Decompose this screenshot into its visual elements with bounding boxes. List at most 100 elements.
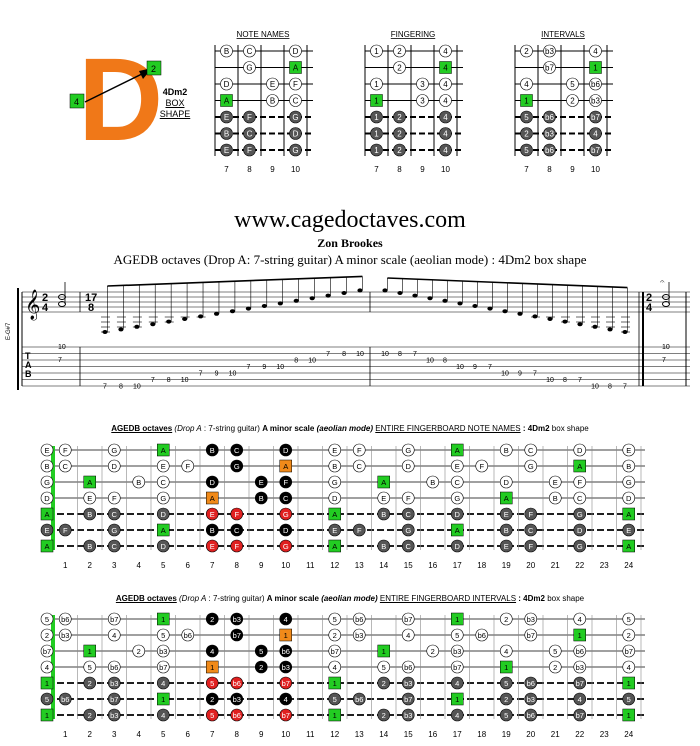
note-marker	[401, 507, 415, 521]
note-marker	[450, 676, 464, 690]
note-label: F	[234, 510, 239, 519]
note-label: G	[111, 526, 117, 535]
note-label: 1	[284, 631, 288, 640]
note-label: F	[406, 494, 411, 503]
root-marker	[279, 459, 292, 473]
note-marker	[573, 539, 587, 553]
board1-heading-g: : 4Dm2	[522, 424, 550, 433]
note-marker	[524, 708, 538, 722]
note-marker	[83, 708, 97, 722]
note-label: F	[479, 462, 484, 471]
fret-number: 3	[112, 561, 117, 570]
note-label: 4	[504, 647, 508, 656]
note-marker	[107, 491, 121, 505]
diagram-note-label: E	[270, 80, 275, 89]
diagram-note-label: 4	[443, 47, 448, 56]
diagram-note-marker	[439, 44, 452, 58]
note-marker	[181, 628, 195, 642]
note-label: B	[430, 478, 435, 487]
note-head	[662, 301, 670, 307]
note-marker	[524, 692, 538, 706]
root-marker	[40, 676, 54, 690]
diagram-note-label: b7	[591, 113, 600, 122]
diagram-fret-number: 8	[247, 165, 252, 174]
diagram-note-marker	[243, 110, 256, 124]
root-marker	[622, 676, 635, 690]
note-label: 2	[431, 647, 435, 656]
board1-heading-d: A minor scale	[262, 424, 315, 433]
note-marker	[426, 475, 440, 489]
note-marker	[279, 523, 293, 537]
note-head	[472, 304, 478, 308]
note-label: 4	[578, 695, 582, 704]
clef-label: E-G#7	[6, 322, 12, 340]
note-marker	[230, 539, 244, 553]
note-head	[357, 288, 363, 293]
tab-number: 8	[608, 384, 612, 391]
time-sig-top: 17	[85, 292, 97, 304]
note-label: C	[406, 510, 412, 519]
note-head	[213, 311, 220, 316]
note-marker	[401, 539, 415, 553]
note-label: D	[161, 510, 167, 519]
note-label: A	[626, 510, 631, 519]
diagram-note-label: 4	[593, 47, 598, 56]
note-label: 4	[333, 663, 337, 672]
note-marker	[377, 539, 391, 553]
diagram-title: FINGERING	[391, 30, 435, 39]
root-marker	[500, 491, 513, 505]
fret-number: 23	[600, 730, 609, 739]
note-label: 1	[455, 615, 459, 624]
diagram-note-label: E	[224, 146, 229, 155]
diagram-root-marker	[589, 61, 602, 74]
diagram-fret-number: 7	[374, 165, 379, 174]
note-label: 2	[504, 615, 508, 624]
note-marker	[524, 612, 538, 626]
note-marker	[352, 443, 366, 457]
note-label: b6	[61, 615, 69, 624]
note-marker	[40, 628, 54, 642]
fret-number: 21	[551, 561, 560, 570]
root-marker	[157, 612, 170, 626]
note-marker	[107, 660, 121, 674]
note-label: F	[528, 542, 533, 551]
note-marker	[107, 523, 121, 537]
diagram-note-label: b3	[545, 47, 554, 56]
fret-number: 20	[526, 561, 535, 570]
diagram-note-label: G	[292, 113, 298, 122]
note-marker	[499, 708, 513, 722]
note-label: b3	[233, 615, 241, 624]
root-marker	[328, 708, 341, 722]
fret-number: 20	[526, 730, 535, 739]
note-head	[182, 317, 188, 321]
note-label: G	[283, 542, 289, 551]
fret-number: 4	[137, 730, 142, 739]
note-label: 1	[88, 647, 92, 656]
fingerboard-note-names: E F G A B C D E F G A B C D EB C D E F G A B C D E F G A BG A B C D E F G A B…	[40, 443, 645, 570]
note-marker	[450, 708, 464, 722]
diagram-note-marker	[520, 44, 533, 58]
note-marker	[499, 475, 513, 489]
diagram-note-label: F	[247, 146, 252, 155]
note-label: F	[528, 510, 533, 519]
board2-heading-d: A minor scale	[266, 594, 319, 603]
diagram-note-marker	[243, 44, 256, 58]
note-label: b7	[159, 663, 167, 672]
note-head	[562, 319, 568, 324]
note-label: B	[87, 542, 92, 551]
tab-number: 10	[308, 358, 316, 365]
note-label: 4	[45, 663, 49, 672]
note-marker	[40, 491, 54, 505]
note-marker	[205, 523, 219, 537]
note-label: B	[87, 510, 92, 519]
note-marker	[401, 612, 415, 626]
note-label: b6	[110, 663, 118, 672]
note-label: B	[210, 526, 215, 535]
note-label: 4	[627, 663, 631, 672]
note-marker	[622, 692, 636, 706]
note-marker	[450, 628, 464, 642]
diagram-note-label: G	[246, 64, 252, 73]
board1-heading-e: (aeolian mode)	[316, 424, 374, 433]
diagram-note-marker	[220, 127, 233, 140]
diagram-fret-number: 10	[591, 165, 600, 174]
